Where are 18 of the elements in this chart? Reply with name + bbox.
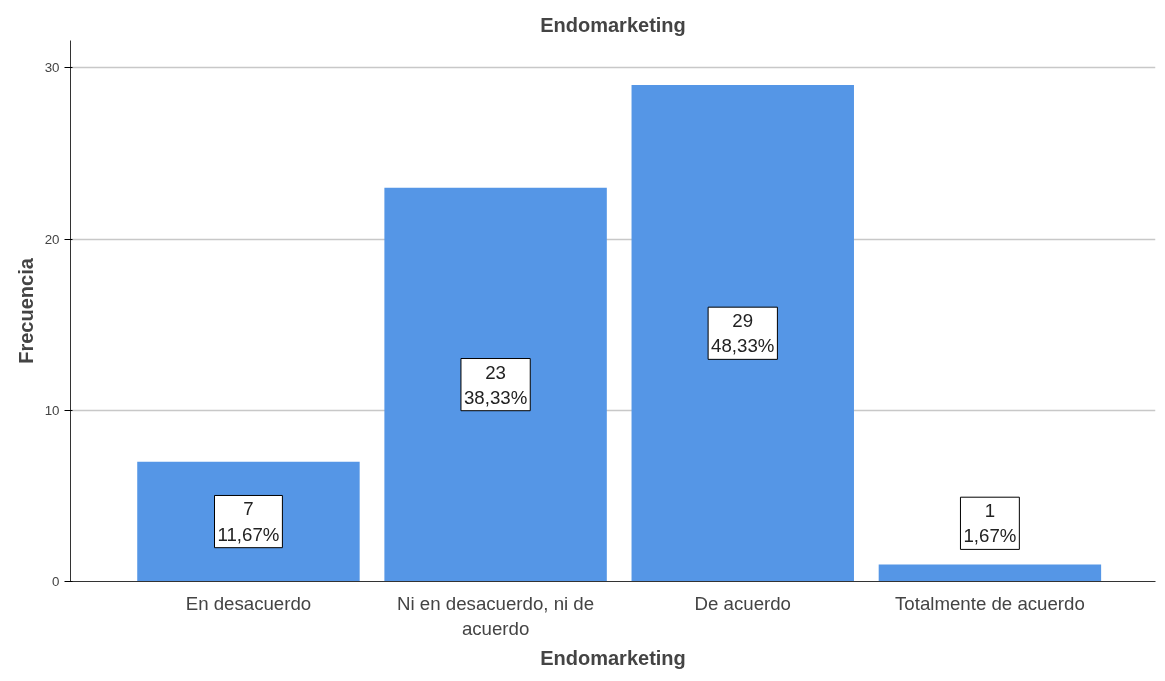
chart-title: Endomarketing — [540, 13, 686, 36]
x-tick-label: Totalmente de acuerdo — [895, 592, 1085, 614]
data-label: 29 48,33% — [711, 310, 775, 357]
bar — [384, 187, 607, 582]
bar — [878, 564, 1102, 582]
x-axis-title: Endomarketing — [540, 646, 686, 669]
data-label: 7 11,67% — [217, 498, 280, 545]
y-tick-label: 30 — [44, 60, 60, 76]
y-tick-label: 0 — [52, 574, 60, 589]
y-tick-label: 20 — [44, 231, 60, 247]
bar — [631, 85, 854, 582]
data-label: 23 38,33% — [463, 361, 528, 408]
y-tick-label: 10 — [44, 402, 60, 418]
x-tick-label: Ni en desacuerdo, ni de acuerdo — [397, 592, 595, 639]
data-label: 1 1,67% — [963, 500, 1017, 547]
x-tick-label: En desacuerdo — [185, 592, 312, 614]
x-tick-label: De acuerdo — [694, 592, 791, 614]
y-axis-title: Frecuencia — [14, 257, 37, 364]
